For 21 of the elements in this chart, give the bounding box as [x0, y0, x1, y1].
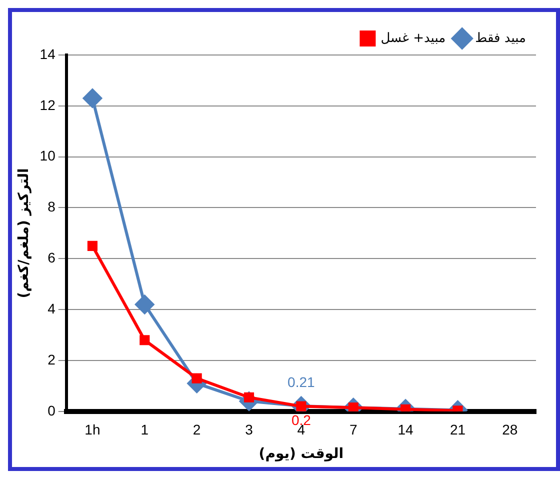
legend-label: مبيد فقط — [475, 30, 526, 46]
data-label: 0.21 — [288, 374, 316, 390]
x-tick-label: 7 — [349, 422, 358, 438]
y-tick-label: 4 — [48, 300, 56, 316]
y-tick-label: 10 — [40, 148, 56, 164]
x-axis-title: الوقت (يوم) — [258, 446, 344, 462]
y-tick-label: 2 — [48, 351, 56, 368]
x-tick-label: 3 — [245, 422, 254, 438]
x-tick-label: 28 — [502, 422, 518, 438]
y-tick-label: 8 — [48, 198, 56, 215]
x-tick-label: 1 — [140, 422, 149, 438]
y-axis-title: التركيز (ملغم/كغم) — [16, 168, 32, 298]
y-tick-label: 14 — [40, 46, 56, 62]
legend-label: مبيد+ غسل — [380, 30, 446, 46]
x-tick-label: 14 — [398, 422, 414, 438]
y-tick-label: 0 — [48, 402, 56, 418]
y-tick-label: 6 — [48, 250, 56, 266]
x-tick-label: 2 — [192, 422, 201, 438]
y-tick-label: 12 — [40, 96, 56, 113]
x-tick-label: 1h — [84, 422, 100, 438]
x-tick-label: 21 — [450, 422, 466, 438]
